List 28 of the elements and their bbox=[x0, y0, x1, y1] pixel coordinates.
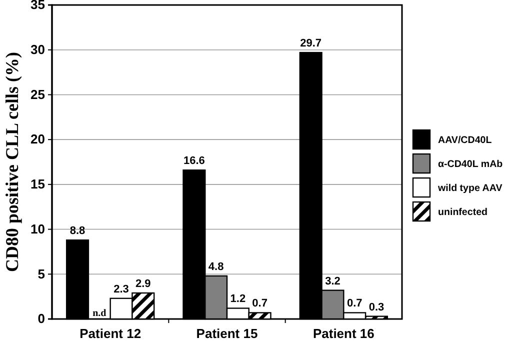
data-label: 2.3 bbox=[114, 283, 129, 296]
data-label: 4.8 bbox=[208, 260, 224, 273]
legend-label: wild type AAV bbox=[437, 183, 503, 194]
data-label: 8.8 bbox=[70, 225, 86, 238]
y-axis-title: CD80 positive CLL cells (%) bbox=[2, 52, 22, 272]
legend-label: AAV/CD40L bbox=[438, 135, 492, 146]
data-label: 0.7 bbox=[346, 298, 362, 310]
y-tick-label: 5 bbox=[38, 266, 45, 282]
y-tick-label: 25 bbox=[30, 86, 45, 102]
y-tick-label: 35 bbox=[30, 0, 45, 12]
legend-label: α-CD40L mAb bbox=[438, 159, 503, 170]
x-tick-label: Patient 15 bbox=[196, 326, 258, 342]
y-tick-label: 10 bbox=[30, 221, 45, 236]
data-label: 2.9 bbox=[135, 278, 151, 290]
data-label: 3.2 bbox=[325, 275, 340, 288]
legend-label: uninfected bbox=[438, 207, 488, 218]
y-tick-label: 15 bbox=[30, 176, 45, 192]
data-label: 0.7 bbox=[252, 298, 268, 310]
y-tick-label: 20 bbox=[30, 132, 45, 147]
data-label: 1.2 bbox=[230, 293, 246, 306]
data-label: 29.7 bbox=[300, 38, 322, 50]
data-label: 16.6 bbox=[183, 155, 205, 168]
text: n.d bbox=[92, 308, 106, 319]
data-label: 0.3 bbox=[368, 301, 384, 314]
y-tick-label: 0 bbox=[38, 311, 45, 326]
x-tick-label: Patient 16 bbox=[312, 326, 374, 342]
y-tick-label: 30 bbox=[30, 42, 45, 58]
x-tick-label: Patient 12 bbox=[80, 326, 142, 342]
